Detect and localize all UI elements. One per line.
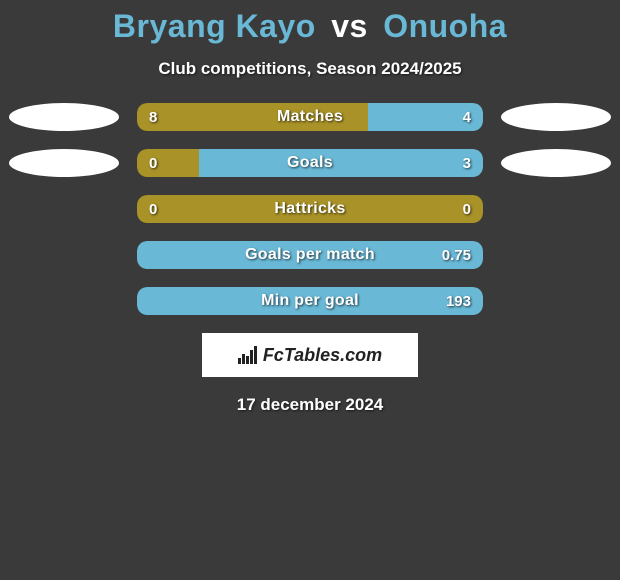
stat-label: Hattricks (137, 195, 483, 223)
player1-ellipse (9, 149, 119, 177)
stat-row: Goals0 3 (0, 149, 620, 177)
logo-box: FcTables.com (202, 333, 418, 377)
stat-value-left: 8 (149, 103, 157, 131)
stat-row: Goals per match0.75 (0, 241, 620, 269)
player2-ellipse (501, 103, 611, 131)
stats-area: Matches84Goals03Hattricks00Goals per mat… (0, 103, 620, 315)
vs-label: vs (331, 8, 368, 44)
player2-ellipse (501, 149, 611, 177)
right-slot (501, 195, 611, 223)
right-slot (501, 103, 611, 131)
left-slot (9, 241, 119, 269)
stat-bar: Matches8 4 (137, 103, 483, 131)
stat-row: Min per goal193 (0, 287, 620, 315)
right-slot (501, 287, 611, 315)
stat-label: Min per goal (137, 287, 483, 315)
left-slot (9, 149, 119, 177)
stat-value-right: 3 (463, 149, 471, 177)
stat-value-right: 193 (446, 287, 471, 315)
date-label: 17 december 2024 (0, 395, 620, 415)
stat-value-left: 0 (149, 149, 157, 177)
stat-bar: Hattricks0 0 (137, 195, 483, 223)
player1-name: Bryang Kayo (113, 8, 316, 44)
left-slot (9, 195, 119, 223)
stat-row: Hattricks0 0 (0, 195, 620, 223)
stat-bar: Goals0 3 (137, 149, 483, 177)
stat-value-right: 4 (463, 103, 471, 131)
stat-label: Goals (137, 149, 483, 177)
stat-bar: Min per goal193 (137, 287, 483, 315)
chart-icon (238, 346, 257, 364)
player1-ellipse (9, 103, 119, 131)
stat-value-left: 0 (149, 195, 157, 223)
stat-row: Matches8 4 (0, 103, 620, 131)
left-slot (9, 287, 119, 315)
stat-label: Matches (137, 103, 483, 131)
left-slot (9, 103, 119, 131)
stat-value-right: 0 (463, 195, 471, 223)
right-slot (501, 241, 611, 269)
subtitle: Club competitions, Season 2024/2025 (0, 59, 620, 79)
stat-bar: Goals per match0.75 (137, 241, 483, 269)
player2-name: Onuoha (383, 8, 507, 44)
title: Bryang Kayo vs Onuoha (0, 8, 620, 45)
stat-label: Goals per match (137, 241, 483, 269)
comparison-card: Bryang Kayo vs Onuoha Club competitions,… (0, 0, 620, 415)
stat-value-right: 0.75 (442, 241, 471, 269)
right-slot (501, 149, 611, 177)
logo-text: FcTables.com (263, 345, 382, 366)
